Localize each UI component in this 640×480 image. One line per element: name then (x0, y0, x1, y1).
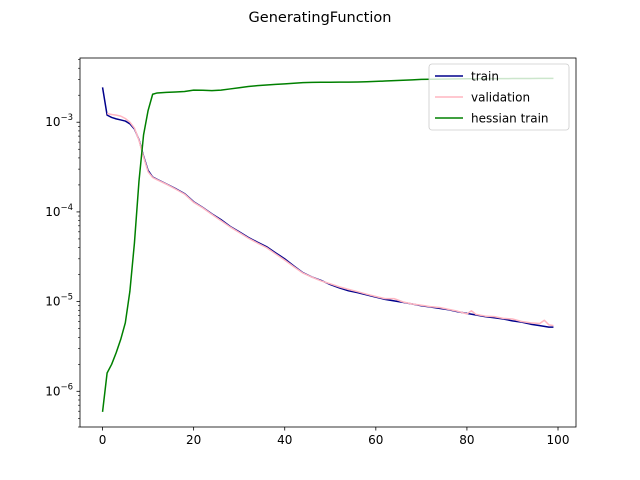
legend: train validation hessian train (428, 63, 570, 131)
legend-label: train (471, 70, 499, 84)
x-tick-label: 100 (547, 433, 570, 447)
x-tick-label: 40 (277, 433, 292, 447)
legend-label: validation (471, 91, 530, 105)
chart-title: GeneratingFunction (249, 10, 392, 26)
x-tick-label: 20 (186, 433, 201, 447)
x-axis: 0 20 40 60 80 100 (99, 427, 570, 447)
y-axis: 10−6 10−5 10−4 10−3 (45, 59, 80, 428)
x-tick-label: 60 (368, 433, 383, 447)
x-tick-label: 0 (99, 433, 107, 447)
legend-box (428, 63, 570, 131)
legend-label: hessian train (471, 112, 549, 126)
y-tick-label: 10−6 (45, 382, 73, 398)
series-line-validation (106, 112, 554, 327)
y-tick-label: 10−4 (45, 203, 73, 219)
axes-frame (79, 57, 577, 428)
y-tick-label: 10−5 (45, 293, 73, 309)
x-tick-label: 80 (459, 433, 474, 447)
y-tick-label: 10−3 (45, 113, 73, 129)
